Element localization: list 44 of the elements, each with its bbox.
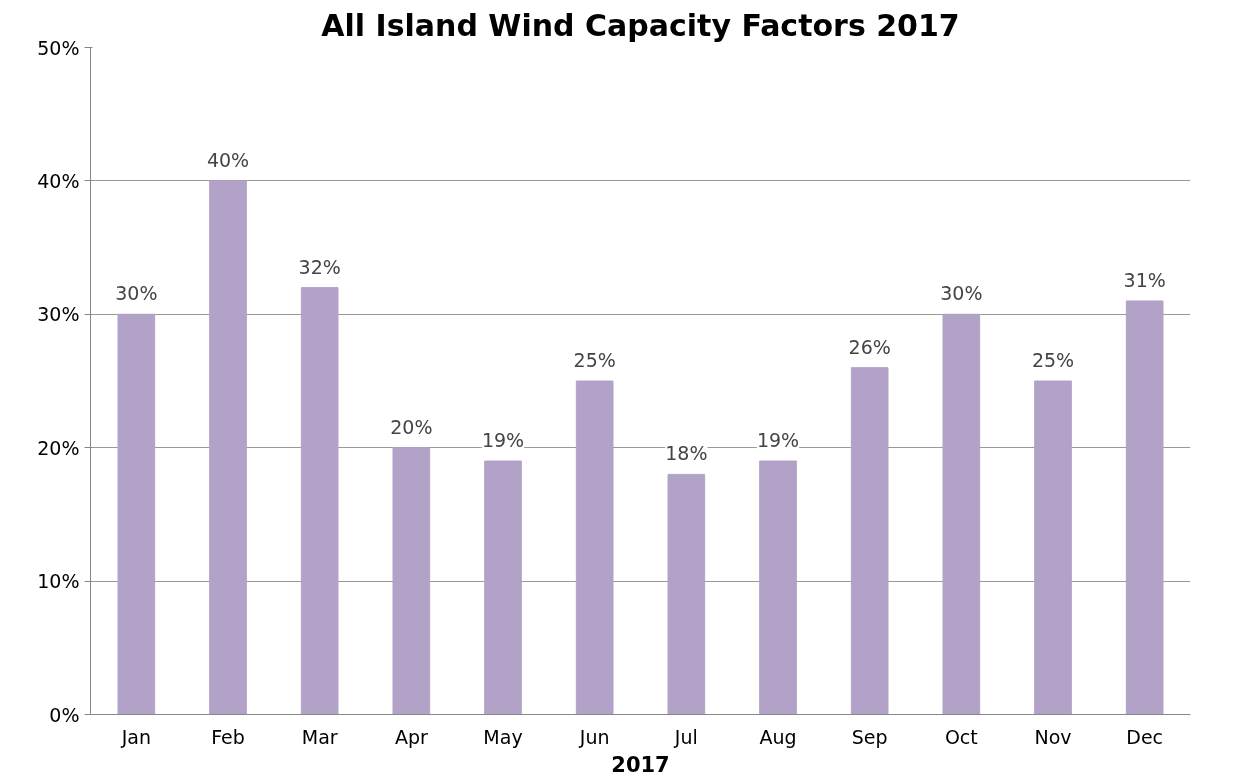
y-tick-label: 50% — [37, 36, 80, 59]
data-label: 20% — [390, 415, 433, 438]
data-label: 18% — [665, 442, 708, 465]
bar — [942, 313, 981, 715]
data-label: 19% — [481, 429, 525, 452]
x-tick-label: Mar — [301, 725, 338, 748]
y-tick-label: 10% — [37, 570, 80, 593]
data-label: 25% — [1031, 349, 1075, 371]
data-label: 31% — [1123, 268, 1166, 291]
bar — [667, 473, 706, 715]
x-tick-label: Oct — [944, 725, 978, 748]
x-tick-label: Jun — [578, 725, 610, 748]
bar — [117, 313, 156, 715]
data-label: 30% — [940, 282, 983, 305]
y-tick-label: 40% — [37, 169, 80, 192]
bar — [850, 367, 889, 715]
bar — [1034, 380, 1072, 715]
y-tick-label: 30% — [37, 303, 80, 326]
x-axis-title: 2017 — [611, 752, 670, 777]
x-tick-label: Nov — [1034, 725, 1072, 748]
x-tick-label: Jan — [120, 725, 151, 748]
bar — [392, 447, 431, 715]
data-label: 30% — [115, 282, 158, 305]
bar — [484, 460, 522, 715]
data-label: 40% — [206, 148, 250, 171]
x-tick-label: Aug — [759, 725, 797, 748]
bar — [1125, 300, 1164, 715]
data-label: 25% — [573, 349, 616, 371]
x-tick-label: May — [483, 725, 523, 748]
data-label: 19% — [756, 429, 800, 452]
x-tick-label: Jul — [673, 725, 698, 748]
y-tick-label: 0% — [49, 703, 80, 726]
bar — [575, 380, 614, 715]
x-tick-label: Apr — [394, 725, 428, 748]
x-tick-label: Sep — [851, 725, 888, 748]
bar — [300, 287, 339, 715]
bar — [759, 460, 797, 715]
x-tick-label: Feb — [211, 725, 245, 748]
data-label: 32% — [298, 255, 341, 278]
y-tick-label: 20% — [37, 436, 80, 459]
data-label: 26% — [848, 335, 891, 358]
chart-title: All Island Wind Capacity Factors 2017 — [321, 7, 960, 43]
x-tick-label: Dec — [1126, 725, 1164, 748]
bar — [209, 180, 247, 715]
